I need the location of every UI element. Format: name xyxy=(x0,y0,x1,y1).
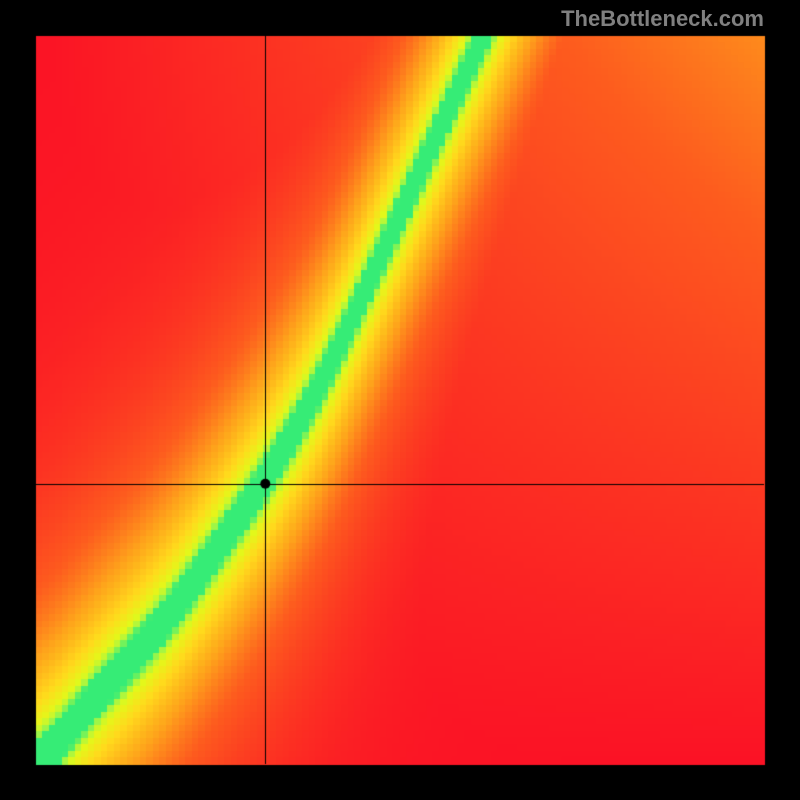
heatmap-plot xyxy=(0,0,800,800)
chart-container: { "chart": { "type": "heatmap", "canvas_… xyxy=(0,0,800,800)
watermark-text: TheBottleneck.com xyxy=(561,6,764,32)
